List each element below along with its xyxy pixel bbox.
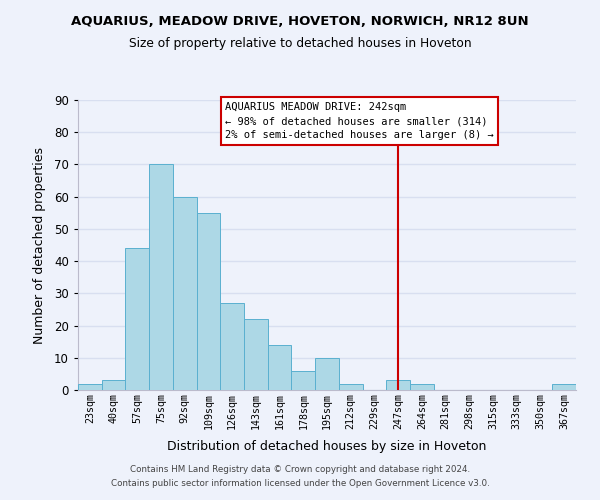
- X-axis label: Distribution of detached houses by size in Hoveton: Distribution of detached houses by size …: [167, 440, 487, 453]
- Bar: [78, 384, 102, 390]
- Text: AQUARIUS, MEADOW DRIVE, HOVETON, NORWICH, NR12 8UN: AQUARIUS, MEADOW DRIVE, HOVETON, NORWICH…: [71, 15, 529, 28]
- Bar: [552, 384, 576, 390]
- Text: AQUARIUS MEADOW DRIVE: 242sqm
← 98% of detached houses are smaller (314)
2% of s: AQUARIUS MEADOW DRIVE: 242sqm ← 98% of d…: [225, 102, 494, 140]
- Bar: [197, 213, 220, 390]
- Bar: [315, 358, 339, 390]
- Bar: [173, 196, 197, 390]
- Text: Contains HM Land Registry data © Crown copyright and database right 2024.
Contai: Contains HM Land Registry data © Crown c…: [110, 466, 490, 487]
- Bar: [339, 384, 362, 390]
- Text: Size of property relative to detached houses in Hoveton: Size of property relative to detached ho…: [128, 38, 472, 51]
- Bar: [386, 380, 410, 390]
- Bar: [292, 370, 315, 390]
- Bar: [268, 345, 292, 390]
- Bar: [244, 319, 268, 390]
- Bar: [410, 384, 434, 390]
- Bar: [220, 303, 244, 390]
- Bar: [125, 248, 149, 390]
- Bar: [149, 164, 173, 390]
- Y-axis label: Number of detached properties: Number of detached properties: [33, 146, 46, 344]
- Bar: [102, 380, 125, 390]
